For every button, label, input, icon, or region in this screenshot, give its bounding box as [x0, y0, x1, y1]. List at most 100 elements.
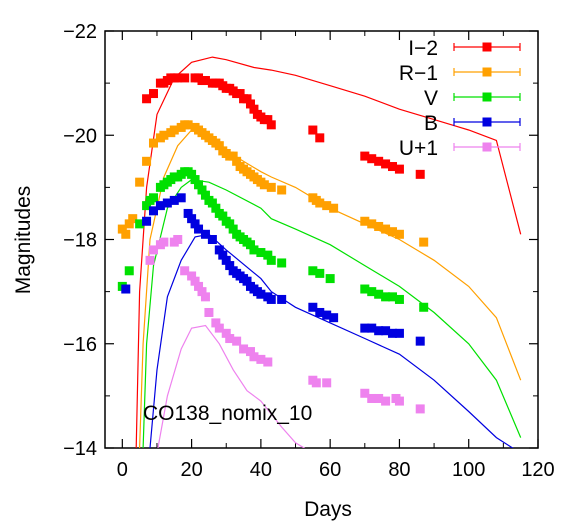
data-point-v [187, 169, 197, 179]
data-point-b [256, 289, 266, 299]
data-point-v [142, 201, 152, 211]
data-point-r1 [121, 229, 131, 239]
data-point-i2 [249, 104, 259, 114]
data-point-b [221, 255, 231, 265]
legend-label-i2: I−2 [408, 37, 438, 60]
x-tick-label: 120 [521, 459, 554, 481]
x-tick-label: 80 [388, 459, 410, 481]
data-point-b [218, 250, 228, 260]
data-point-i2 [381, 159, 391, 169]
x-tick-label: 100 [452, 459, 485, 481]
data-point-b [183, 208, 193, 218]
data-point-u1 [374, 393, 384, 403]
legend-marker-r1 [482, 67, 492, 77]
data-point-b [187, 214, 197, 224]
data-point-r1 [148, 138, 158, 148]
x-tick-label: 0 [117, 459, 128, 481]
legend-marker-i2 [482, 42, 492, 52]
data-point-u1 [190, 276, 200, 286]
legend-label-u1: U+1 [399, 137, 438, 160]
x-tick-label: 40 [250, 459, 272, 481]
data-point-v [308, 266, 318, 276]
data-point-r1 [388, 227, 398, 237]
data-point-b [329, 313, 339, 323]
data-point-v [256, 248, 266, 258]
data-point-i2 [266, 120, 276, 130]
data-point-u1 [322, 378, 332, 388]
data-point-b [207, 235, 217, 244]
data-point-u1 [367, 393, 377, 403]
data-point-r1 [329, 203, 339, 213]
data-point-b [148, 206, 158, 216]
data-point-r1 [183, 120, 193, 130]
data-point-b [169, 195, 179, 205]
legend-label-b: B [424, 112, 438, 135]
data-point-u1 [194, 281, 204, 291]
data-point-v [367, 287, 377, 297]
data-point-v [225, 219, 235, 229]
data-point-v [211, 203, 221, 213]
data-point-i2 [360, 151, 370, 161]
data-point-u1 [256, 354, 266, 364]
data-point-r1 [124, 219, 134, 229]
data-point-v [394, 294, 404, 304]
legend-label-v: V [424, 87, 438, 110]
data-point-u1 [159, 237, 169, 247]
data-point-u1 [211, 318, 221, 328]
data-point-v [135, 219, 145, 229]
data-point-r1 [360, 216, 370, 226]
data-point-u1 [381, 396, 391, 406]
data-point-v [228, 224, 238, 234]
data-point-r1 [228, 151, 238, 161]
data-point-v [197, 185, 207, 195]
data-point-v [249, 245, 259, 255]
data-point-u1 [360, 388, 370, 398]
data-point-i2 [394, 164, 404, 174]
data-point-u1 [263, 357, 273, 367]
data-point-b [162, 198, 172, 208]
legend-marker-b [482, 117, 492, 127]
data-point-r1 [419, 237, 429, 247]
data-point-u1 [173, 235, 183, 244]
data-point-v [381, 292, 391, 302]
data-point-v [277, 258, 287, 268]
data-point-u1 [415, 404, 425, 414]
legend-marker-u1 [482, 142, 492, 152]
data-point-u1 [394, 396, 404, 406]
data-point-i2 [374, 156, 384, 166]
axes: 0 20 40 60 80 100 120 −14 −16 −18 −20 −22 [63, 21, 555, 481]
data-point-r1 [159, 130, 169, 140]
data-point-i2 [148, 89, 158, 99]
data-point-b [214, 245, 224, 255]
data-point-u1 [204, 307, 214, 317]
data-point-i2 [180, 73, 190, 83]
data-point-u1 [200, 292, 210, 302]
data-point-b [415, 336, 425, 346]
data-point-b [367, 323, 377, 333]
data-point-r1 [169, 125, 179, 135]
data-point-i2 [263, 115, 273, 125]
data-point-i2 [388, 162, 398, 172]
data-point-b [121, 284, 131, 294]
data-point-b [388, 328, 398, 338]
data-point-v [374, 289, 384, 299]
data-point-b [266, 294, 276, 304]
data-point-i2 [367, 154, 377, 164]
data-point-r1 [142, 156, 152, 166]
data-point-b [315, 307, 325, 317]
data-point-r1 [394, 229, 404, 239]
x-tick-label: 60 [319, 459, 341, 481]
data-point-r1 [117, 224, 127, 234]
data-point-b [277, 294, 287, 304]
data-point-r1 [277, 185, 287, 195]
annotation-label: CO138_nomix_10 [143, 402, 312, 425]
data-point-r1 [232, 156, 242, 166]
data-point-b [242, 276, 252, 286]
data-point-v [245, 240, 255, 250]
data-point-v [325, 274, 335, 284]
data-point-r1 [266, 182, 276, 192]
model-line-i2 [135, 56, 522, 448]
data-point-u1 [311, 378, 321, 388]
y-axis-title: Magnitudes [12, 186, 35, 295]
model-line-u1 [157, 324, 306, 448]
